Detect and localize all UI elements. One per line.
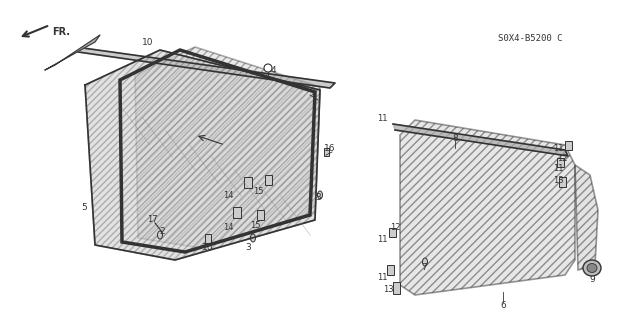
Ellipse shape <box>264 64 272 72</box>
Text: 16: 16 <box>324 143 336 153</box>
Polygon shape <box>400 120 575 295</box>
Polygon shape <box>393 124 568 156</box>
Text: 17: 17 <box>147 215 157 225</box>
Text: 3: 3 <box>315 194 321 203</box>
Text: 7: 7 <box>421 263 427 273</box>
Text: 4: 4 <box>270 66 276 75</box>
Bar <box>387 265 394 275</box>
Bar <box>323 148 328 156</box>
Text: 15: 15 <box>253 188 263 196</box>
Bar <box>205 234 211 243</box>
Text: 13: 13 <box>383 285 394 294</box>
Text: 5: 5 <box>81 204 87 212</box>
Text: 8: 8 <box>452 133 458 142</box>
Bar <box>264 175 271 185</box>
Ellipse shape <box>157 231 163 239</box>
Polygon shape <box>85 50 320 260</box>
Bar <box>392 282 399 294</box>
Text: 11: 11 <box>377 236 387 244</box>
Text: 12: 12 <box>557 154 567 163</box>
Text: 12: 12 <box>390 222 400 231</box>
Bar <box>564 140 572 149</box>
Polygon shape <box>575 165 598 270</box>
Ellipse shape <box>583 260 601 276</box>
Polygon shape <box>135 47 320 248</box>
Text: 6: 6 <box>500 300 506 309</box>
Ellipse shape <box>422 258 428 266</box>
Ellipse shape <box>587 263 597 273</box>
Polygon shape <box>45 35 100 70</box>
Bar <box>233 206 241 218</box>
Bar <box>559 177 566 187</box>
Polygon shape <box>78 48 335 88</box>
Ellipse shape <box>317 191 323 199</box>
Text: 11: 11 <box>553 143 563 153</box>
Text: 15: 15 <box>250 220 260 229</box>
Bar <box>557 157 563 166</box>
Text: 14: 14 <box>223 190 233 199</box>
Text: 2: 2 <box>159 227 165 236</box>
Text: 1: 1 <box>311 87 317 97</box>
Text: 14: 14 <box>223 223 233 233</box>
Bar <box>388 228 396 236</box>
Bar <box>257 210 264 220</box>
Text: 16: 16 <box>202 243 214 252</box>
Polygon shape <box>85 50 320 260</box>
Bar <box>244 177 252 188</box>
Text: 11: 11 <box>377 114 387 123</box>
Text: 13: 13 <box>553 175 563 185</box>
Text: 11: 11 <box>553 164 563 172</box>
Text: 9: 9 <box>589 276 595 284</box>
Text: 10: 10 <box>142 37 154 46</box>
Text: S0X4-B5200 C: S0X4-B5200 C <box>498 34 563 43</box>
Text: FR.: FR. <box>52 27 70 37</box>
Ellipse shape <box>250 234 255 242</box>
Text: 11: 11 <box>377 274 387 283</box>
Text: 3: 3 <box>245 243 251 252</box>
